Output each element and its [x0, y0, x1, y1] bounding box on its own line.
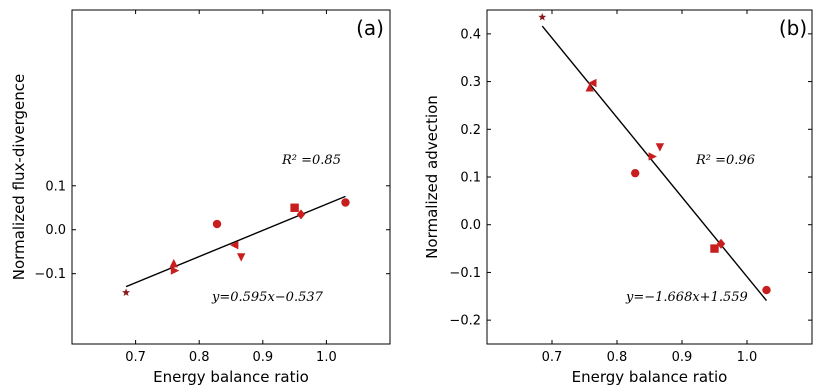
r-squared-annotation: R² =0.96	[695, 153, 755, 168]
fit-equation-annotation: y=0.595x−0.537	[211, 290, 324, 305]
chart-panel-a: 0.7 0.8 0.9 1.0 −0.1 0.0 0.1 Energy balance rat…	[10, 9, 391, 386]
y-axis-label: Normalized flux-divergence	[10, 74, 28, 281]
x-tick-label: 1.0	[316, 350, 337, 365]
y-axis-label: Normalized advection	[423, 95, 441, 259]
data-point-circle	[631, 168, 640, 178]
x-tick-label: 1.0	[737, 350, 758, 365]
y-tick-label: 0.1	[45, 179, 66, 194]
x-tick-label: 0.8	[607, 350, 628, 365]
y-tick-label: −0.2	[449, 314, 481, 329]
data-point-triangle-down	[236, 253, 246, 262]
chart-panel-b: 0.7 0.8 0.9 1.0 −0.2 −0.1 0.0 0.1 0.2 0.3 0.4 Energ…	[423, 9, 813, 386]
x-axis-label: Energy balance ratio	[153, 368, 309, 386]
data-point-circle	[762, 285, 771, 295]
data-point-diamond	[716, 238, 726, 249]
x-tick-label: 0.9	[252, 350, 273, 365]
y-tick-label: 0.1	[460, 171, 481, 186]
x-axis-label: Energy balance ratio	[572, 368, 728, 386]
data-point-square	[290, 203, 299, 212]
data-point-triangle-up	[585, 83, 594, 92]
data-point-triangle-left	[229, 240, 239, 250]
x-tick-label: 0.7	[542, 350, 563, 365]
x-tick-label: 0.8	[189, 350, 210, 365]
x-tick-label: 0.7	[125, 350, 146, 365]
data-point-triangle-left	[588, 78, 597, 88]
data-point-triangle-right	[648, 152, 657, 161]
regression-line	[125, 195, 346, 288]
x-tick-label: 0.9	[672, 350, 693, 365]
data-point-star	[122, 288, 131, 296]
y-tick-label: 0.3	[460, 75, 481, 90]
y-tick-label: 0.2	[460, 123, 481, 138]
y-tick-label: −0.1	[34, 267, 66, 282]
y-tick-label: 0.0	[45, 223, 66, 238]
panel-label: (b)	[779, 16, 807, 40]
data-point-triangle-down	[655, 143, 665, 152]
r-squared-annotation: R² =0.85	[281, 153, 341, 168]
regression-line	[541, 25, 768, 302]
data-point-circle	[212, 219, 222, 229]
panel-label: (a)	[356, 16, 384, 40]
axes-frame	[71, 9, 391, 345]
data-point-triangle-up	[169, 258, 178, 268]
data-point-circle	[341, 198, 350, 207]
y-tick-label: −0.1	[449, 266, 481, 281]
fit-equation-annotation: y=−1.668x+1.559	[625, 290, 748, 305]
data-point-diamond	[296, 209, 306, 220]
y-tick-label: 0.0	[460, 218, 481, 233]
data-point-star	[538, 12, 547, 21]
data-point-square	[710, 244, 719, 253]
y-tick-label: 0.4	[460, 27, 481, 42]
data-point-triangle-right	[170, 266, 180, 275]
